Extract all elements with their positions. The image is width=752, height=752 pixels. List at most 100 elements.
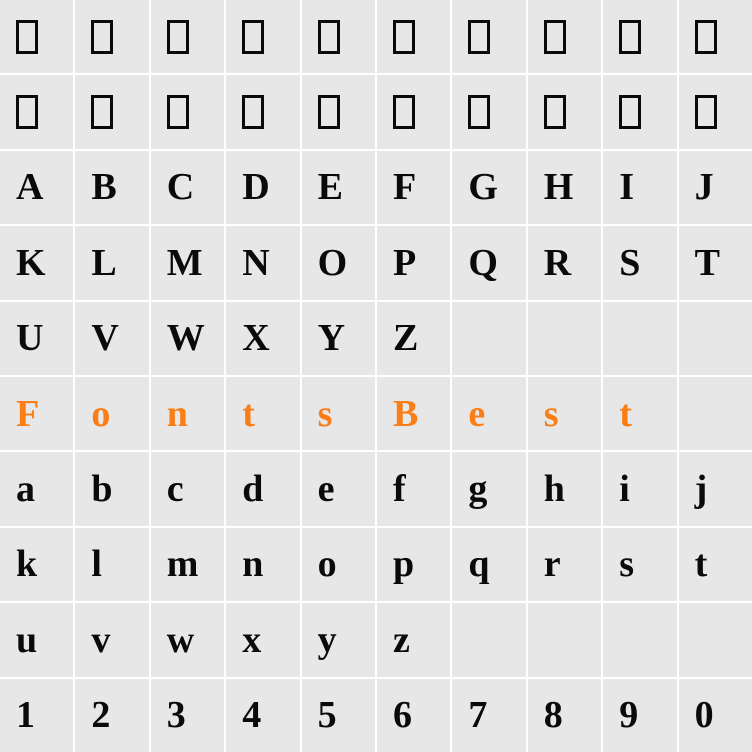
glyph-cell: a	[0, 452, 73, 525]
glyph-cell: C	[151, 151, 224, 224]
glyph-cell: Y	[302, 302, 375, 375]
glyph-cell: D	[226, 151, 299, 224]
glyph-cell: p	[377, 528, 450, 601]
glyph-cell: x	[226, 603, 299, 676]
glyph-cell	[452, 603, 525, 676]
missing-glyph-icon	[528, 75, 601, 148]
glyph-cell: 2	[75, 679, 148, 752]
glyph-cell: y	[302, 603, 375, 676]
missing-glyph-icon	[452, 75, 525, 148]
glyph-cell: A	[0, 151, 73, 224]
missing-glyph-icon	[151, 75, 224, 148]
glyph-cell: F	[377, 151, 450, 224]
missing-glyph-icon	[679, 75, 752, 148]
missing-glyph-icon	[377, 0, 450, 73]
missing-glyph-icon	[302, 0, 375, 73]
glyph-cell: c	[151, 452, 224, 525]
glyph-cell: s	[302, 377, 375, 450]
glyph-cell	[603, 603, 676, 676]
glyph-cell: n	[226, 528, 299, 601]
glyph-cell: 1	[0, 679, 73, 752]
glyph-cell: L	[75, 226, 148, 299]
glyph-cell: V	[75, 302, 148, 375]
glyph-cell: i	[603, 452, 676, 525]
glyph-cell: h	[528, 452, 601, 525]
glyph-cell: l	[75, 528, 148, 601]
glyph-cell: t	[603, 377, 676, 450]
glyph-cell: T	[679, 226, 752, 299]
missing-glyph-icon	[452, 0, 525, 73]
glyph-cell: B	[377, 377, 450, 450]
glyph-cell: o	[75, 377, 148, 450]
glyph-cell: 9	[603, 679, 676, 752]
missing-glyph-icon	[0, 0, 73, 73]
glyph-cell: t	[226, 377, 299, 450]
glyph-cell: 3	[151, 679, 224, 752]
glyph-cell: G	[452, 151, 525, 224]
glyph-cell	[679, 377, 752, 450]
glyph-cell: q	[452, 528, 525, 601]
glyph-cell: N	[226, 226, 299, 299]
glyph-cell	[528, 302, 601, 375]
glyph-cell: m	[151, 528, 224, 601]
missing-glyph-icon	[151, 0, 224, 73]
missing-glyph-icon	[302, 75, 375, 148]
glyph-cell: n	[151, 377, 224, 450]
glyph-cell: k	[0, 528, 73, 601]
glyph-cell: f	[377, 452, 450, 525]
glyph-cell: B	[75, 151, 148, 224]
glyph-cell: o	[302, 528, 375, 601]
glyph-cell: O	[302, 226, 375, 299]
glyph-cell: v	[75, 603, 148, 676]
missing-glyph-icon	[679, 0, 752, 73]
glyph-cell: s	[528, 377, 601, 450]
glyph-cell: X	[226, 302, 299, 375]
glyph-cell: s	[603, 528, 676, 601]
glyph-cell	[679, 603, 752, 676]
glyph-cell: 6	[377, 679, 450, 752]
glyph-cell	[528, 603, 601, 676]
glyph-cell: K	[0, 226, 73, 299]
missing-glyph-icon	[75, 75, 148, 148]
glyph-cell: Q	[452, 226, 525, 299]
glyph-cell: W	[151, 302, 224, 375]
glyph-cell	[679, 302, 752, 375]
glyph-cell: U	[0, 302, 73, 375]
glyph-cell: b	[75, 452, 148, 525]
glyph-cell: 5	[302, 679, 375, 752]
glyph-cell: 4	[226, 679, 299, 752]
glyph-cell: r	[528, 528, 601, 601]
glyph-cell: J	[679, 151, 752, 224]
glyph-cell: M	[151, 226, 224, 299]
glyph-cell: e	[302, 452, 375, 525]
missing-glyph-icon	[0, 75, 73, 148]
glyph-cell: g	[452, 452, 525, 525]
glyph-cell: t	[679, 528, 752, 601]
glyph-cell: F	[0, 377, 73, 450]
missing-glyph-icon	[75, 0, 148, 73]
glyph-cell: 0	[679, 679, 752, 752]
glyph-cell: H	[528, 151, 601, 224]
glyph-cell: 7	[452, 679, 525, 752]
missing-glyph-icon	[226, 0, 299, 73]
glyph-cell: e	[452, 377, 525, 450]
glyph-cell: 8	[528, 679, 601, 752]
glyph-cell: I	[603, 151, 676, 224]
glyph-cell: z	[377, 603, 450, 676]
glyph-cell: E	[302, 151, 375, 224]
glyph-cell: Z	[377, 302, 450, 375]
missing-glyph-icon	[603, 75, 676, 148]
missing-glyph-icon	[528, 0, 601, 73]
glyph-cell: P	[377, 226, 450, 299]
missing-glyph-icon	[603, 0, 676, 73]
missing-glyph-icon	[226, 75, 299, 148]
glyph-cell	[452, 302, 525, 375]
character-map-grid: ABCDEFGHIJKLMNOPQRSTUVWXYZFontsBestabcde…	[0, 0, 752, 752]
glyph-cell: d	[226, 452, 299, 525]
glyph-cell: R	[528, 226, 601, 299]
glyph-cell: w	[151, 603, 224, 676]
glyph-cell	[603, 302, 676, 375]
glyph-cell: u	[0, 603, 73, 676]
glyph-cell: j	[679, 452, 752, 525]
missing-glyph-icon	[377, 75, 450, 148]
